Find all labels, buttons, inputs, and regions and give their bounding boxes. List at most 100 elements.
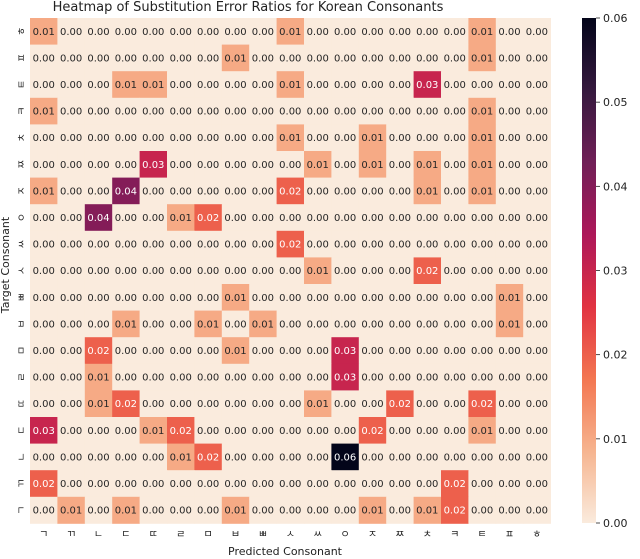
cell-value-label: 0.00 <box>526 452 548 463</box>
heatmap-cell <box>221 97 250 125</box>
cell-value-label: 0.00 <box>279 293 301 304</box>
cell-value-label: 0.01 <box>416 186 438 197</box>
x-tick-label: ㅈ <box>368 529 377 540</box>
heatmap-cell <box>112 496 140 524</box>
heatmap-cell <box>30 124 58 152</box>
cell-value-label: 0.00 <box>33 452 55 463</box>
heatmap-cell <box>194 18 223 45</box>
cell-value-label: 0.00 <box>334 53 356 64</box>
cell-value-label: 0.00 <box>170 319 192 330</box>
heatmap-cell <box>84 390 113 418</box>
heatmap-cell <box>495 71 524 99</box>
heatmap-cell <box>194 97 223 125</box>
cell-value-label: 0.00 <box>115 133 137 144</box>
heatmap-cell <box>358 284 387 311</box>
heatmap-cell <box>112 257 140 285</box>
cell-value-label: 0.00 <box>170 293 192 304</box>
heatmap-cell <box>468 204 497 232</box>
heatmap-cell <box>304 18 332 45</box>
heatmap-cell <box>167 124 195 152</box>
y-tick-label: ㄴ <box>17 452 28 461</box>
cell-value-label: 0.00 <box>142 266 164 277</box>
heatmap-cell <box>84 310 113 338</box>
heatmap-cell <box>386 18 414 45</box>
cell-value-label: 0.00 <box>307 479 329 490</box>
cell-value-label: 0.00 <box>416 240 438 251</box>
heatmap-cell <box>331 204 360 232</box>
heatmap-cell <box>30 443 58 471</box>
heatmap-cell <box>495 417 524 444</box>
cell-value-label: 0.00 <box>115 53 137 64</box>
x-tick-label: ㅆ <box>313 529 322 540</box>
cell-value-label: 0.00 <box>279 452 301 463</box>
heatmap-cell <box>221 18 250 45</box>
cell-value-label: 0.01 <box>224 53 246 64</box>
cell-value-label: 0.01 <box>471 53 493 64</box>
heatmap-cell <box>468 284 497 311</box>
cell-value-label: 0.00 <box>361 213 383 224</box>
x-tick-label: ㅃ <box>258 529 267 540</box>
cell-value-label: 0.00 <box>389 346 411 357</box>
heatmap-cell <box>57 71 86 99</box>
heatmap-cell <box>358 443 387 471</box>
cell-value-label: 0.00 <box>444 373 466 384</box>
cell-value-label: 0.04 <box>87 213 109 224</box>
cell-value-label: 0.01 <box>197 319 219 330</box>
cell-value-label: 0.00 <box>60 133 82 144</box>
cell-value-label: 0.01 <box>361 506 383 517</box>
cell-value-label: 0.00 <box>471 373 493 384</box>
x-tick-label: ㅉ <box>395 529 404 540</box>
heatmap-cell <box>386 390 414 418</box>
cell-value-label: 0.00 <box>60 319 82 330</box>
cell-value-label: 0.01 <box>279 133 301 144</box>
heatmap-cell <box>167 97 195 125</box>
cell-value-label: 0.00 <box>361 107 383 118</box>
heatmap-cell <box>249 124 277 152</box>
cell-value-label: 0.00 <box>142 373 164 384</box>
cell-value-label: 0.00 <box>87 479 109 490</box>
heatmap-cell <box>194 177 223 205</box>
cell-value-label: 0.00 <box>416 107 438 118</box>
heatmap-cell <box>112 44 140 72</box>
heatmap-cell <box>57 151 86 178</box>
y-tick-label: ㅊ <box>17 133 28 142</box>
cell-value-label: 0.01 <box>115 80 137 91</box>
heatmap-cell <box>249 284 277 311</box>
heatmap-cell <box>221 496 250 524</box>
heatmap-cell <box>194 390 223 418</box>
x-tick-label: ㄸ <box>149 529 158 540</box>
cell-value-label: 0.00 <box>252 266 274 277</box>
cell-value-label: 0.00 <box>33 160 55 171</box>
cell-value-label: 0.00 <box>389 240 411 251</box>
cell-value-label: 0.00 <box>471 319 493 330</box>
cell-value-label: 0.00 <box>197 346 219 357</box>
cell-value-label: 0.00 <box>361 319 383 330</box>
cell-value-label: 0.00 <box>60 452 82 463</box>
cell-value-label: 0.00 <box>416 452 438 463</box>
heatmap-cell <box>276 44 305 72</box>
heatmap-cell <box>57 470 86 498</box>
heatmap-cell <box>221 257 250 285</box>
cell-value-label: 0.00 <box>444 133 466 144</box>
cell-value-label: 0.04 <box>115 186 137 197</box>
cell-value-label: 0.00 <box>498 479 520 490</box>
x-tick-label: ㅅ <box>286 529 295 540</box>
cell-value-label: 0.00 <box>334 506 356 517</box>
cell-value-label: 0.00 <box>498 266 520 277</box>
heatmap-cell <box>139 284 168 311</box>
cell-value-label: 0.00 <box>416 27 438 38</box>
cell-value-label: 0.00 <box>389 426 411 437</box>
cell-value-label: 0.00 <box>334 107 356 118</box>
colorbar-tick-label: 0.01 <box>603 433 628 446</box>
x-tick-label: ㄷ <box>121 529 130 540</box>
heatmap-cell <box>358 310 387 338</box>
heatmap-cell <box>304 470 332 498</box>
heatmap-cell <box>495 18 524 45</box>
cell-value-label: 0.00 <box>498 133 520 144</box>
cell-value-label: 0.00 <box>142 133 164 144</box>
heatmap-cell <box>84 18 113 45</box>
cell-value-label: 0.00 <box>279 479 301 490</box>
cell-value-label: 0.00 <box>60 213 82 224</box>
heatmap-cell <box>386 151 414 178</box>
cell-value-label: 0.00 <box>87 452 109 463</box>
